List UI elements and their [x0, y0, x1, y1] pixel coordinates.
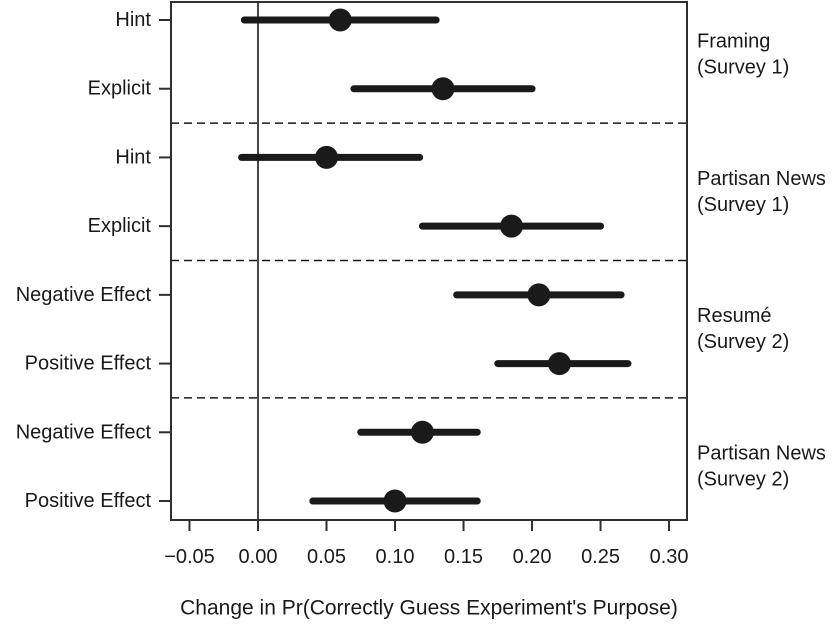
- point-estimate-dot: [410, 420, 434, 444]
- row-label: Explicit: [88, 78, 152, 100]
- point-estimate-dot: [499, 214, 523, 238]
- point-estimate-dot: [383, 489, 407, 513]
- group-label-line1: Framing: [697, 30, 770, 52]
- row-label: Positive Effect: [25, 353, 152, 375]
- group-label-line2: (Survey 2): [697, 331, 789, 353]
- row-label: Hint: [115, 9, 151, 31]
- group-label-line2: (Survey 2): [697, 469, 789, 491]
- x-tick-label: 0.00: [239, 546, 278, 568]
- group-label-line1: Resumé: [697, 305, 771, 327]
- x-tick-label: 0.25: [581, 546, 620, 568]
- x-tick-label: 0.05: [307, 546, 346, 568]
- row-label: Explicit: [88, 215, 152, 237]
- x-tick-label: 0.30: [650, 546, 689, 568]
- group-label-line2: (Survey 1): [697, 194, 789, 216]
- row-label: Hint: [115, 146, 151, 168]
- row-label: Negative Effect: [16, 284, 152, 306]
- x-tick-label: 0.15: [444, 546, 483, 568]
- row-label: Negative Effect: [16, 421, 152, 443]
- x-tick-label: 0.20: [513, 546, 552, 568]
- x-tick-label: −0.05: [164, 546, 215, 568]
- group-label-line1: Partisan News: [697, 168, 826, 190]
- point-estimate-dot: [527, 283, 551, 307]
- plot-dynamic-layer: −0.05 0.00 0.05 0.10 0.15 0.20 0.25 0.30 Hint Exp…: [16, 1, 826, 568]
- group-label-line2: (Survey 1): [697, 56, 789, 78]
- row-label: Positive Effect: [25, 490, 152, 512]
- x-tick-label: 0.10: [376, 546, 415, 568]
- group-label-line1: Partisan News: [697, 443, 826, 465]
- x-axis-title: Change in Pr(Correctly Guess Experiment'…: [180, 597, 678, 620]
- point-estimate-dot: [328, 8, 352, 32]
- plot-border: [170, 1, 688, 521]
- point-estimate-dot: [547, 352, 571, 376]
- point-estimate-dot: [315, 145, 339, 169]
- point-estimate-dot: [431, 77, 455, 101]
